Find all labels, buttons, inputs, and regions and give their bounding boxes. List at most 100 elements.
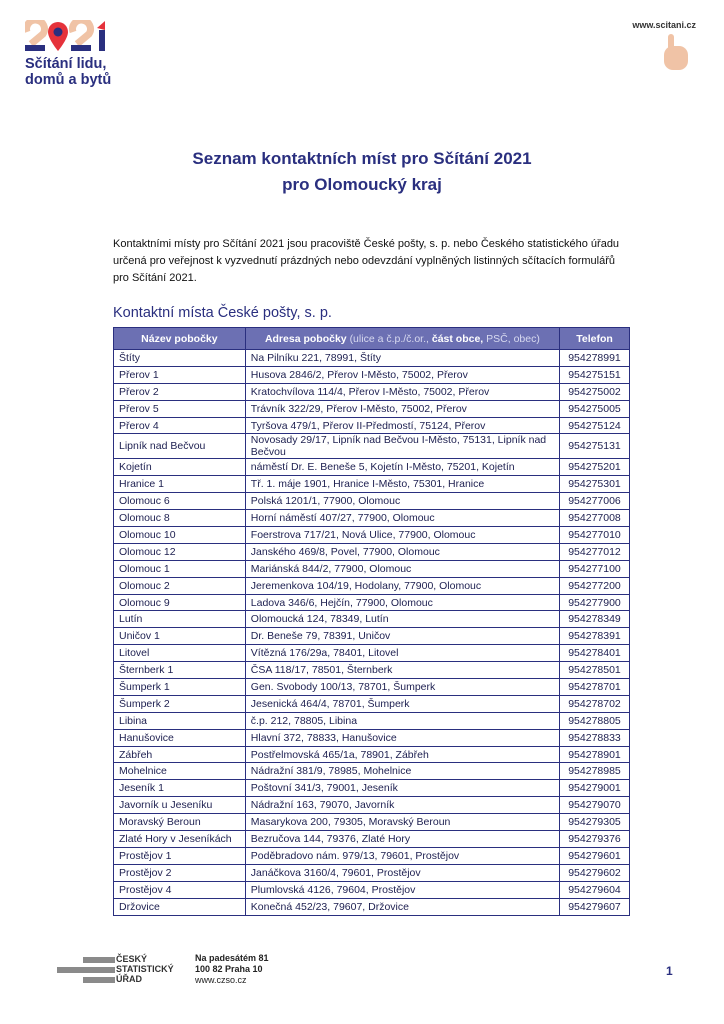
census-logo: 2021 Sčítání lidu, domů a bytů: [25, 20, 115, 88]
phone-cell: 954278833: [559, 728, 630, 747]
table-row: Přerov 1 Husova 2846/2, Přerov I-Město, 7…: [113, 365, 630, 384]
address-cell: Ladova 346/6, Hejčín, 77900, Olomouc: [244, 593, 561, 612]
phone-cell: 954278701: [559, 678, 630, 696]
address-cell: Mariánská 844/2, 77900, Olomouc: [244, 559, 561, 578]
table-row: Prostějov 4 Plumlovská 4126, 79604, Prost…: [113, 880, 630, 899]
table-row: Litovel Vítězná 176/29a, 78401, Litovel 95…: [113, 644, 630, 663]
section-title: Kontaktní místa České pošty, s. p.: [113, 305, 332, 321]
phone-cell: 954278702: [559, 694, 630, 713]
branch-name-cell: Olomouc 10: [113, 526, 246, 544]
phone-cell: 954277010: [559, 526, 630, 544]
table-row: Olomouc 10 Foerstrova 717/21, Nová Ulice,…: [113, 526, 630, 544]
address-cell: Poštovní 341/3, 79001, Jeseník: [244, 779, 561, 798]
branch-name-cell: Olomouc 12: [113, 542, 246, 561]
branch-name-cell: Šternberk 1: [113, 661, 246, 680]
phone-cell: 954277900: [559, 593, 630, 612]
table-row: Šumperk 2 Jesenická 464/4, 78701, Šumperk…: [113, 694, 630, 713]
table-row: Prostějov 1 Poděbradovo nám. 979/13, 7960…: [113, 846, 630, 865]
logo-line-2: domů a bytů: [25, 72, 112, 88]
branch-name-cell: Přerov 2: [113, 382, 246, 401]
phone-cell: 954278401: [559, 644, 630, 663]
table-row: Přerov 5 Trávník 322/29, Přerov I-Město, …: [113, 399, 630, 418]
phone-cell: 954275124: [559, 416, 630, 435]
address-cell: Foerstrova 717/21, Nová Ulice, 77900, Ol…: [244, 526, 561, 544]
table-row: Mohelnice Nádražní 381/9, 78985, Mohelnic…: [113, 762, 630, 781]
branch-name-cell: Libina: [113, 711, 246, 730]
header-phone: Telefon: [559, 327, 630, 350]
address-cell: Horní náměstí 407/27, 77900, Olomouc: [244, 509, 561, 528]
table-row: Zlaté Hory v Jeseníkách Bezručova 144, 79…: [113, 830, 630, 848]
address-cell: Tyršova 479/1, Přerov II-Předmostí, 7512…: [244, 416, 561, 435]
address-cell: Plumlovská 4126, 79604, Prostějov: [244, 880, 561, 899]
address-cell: Postřelmovská 465/1a, 78901, Zábřeh: [244, 745, 561, 764]
logo-line-1: Sčítání lidu,: [25, 56, 107, 72]
address-cell: Trávník 322/29, Přerov I-Město, 75002, P…: [244, 399, 561, 418]
branch-name-cell: Hranice 1: [113, 475, 246, 494]
table-row: Štíty Na Pilníku 221, 78991, Štíty 9542789…: [113, 349, 630, 367]
branch-name-cell: Přerov 1: [113, 365, 246, 384]
address-cell: Konečná 452/23, 79607, Držovice: [244, 897, 561, 916]
branch-name-cell: Kojetín: [113, 458, 246, 477]
header-address-sub1: (ulice a č.p./č.or.,: [349, 332, 429, 345]
phone-cell: 954279376: [559, 830, 630, 848]
phone-cell: 954275005: [559, 399, 630, 418]
table-row: Držovice Konečná 452/23, 79607, Držovice 9…: [113, 897, 630, 916]
branch-name-cell: Moravský Beroun: [113, 813, 246, 832]
phone-cell: 954279001: [559, 779, 630, 798]
address-cell: Bezručova 144, 79376, Zlaté Hory: [244, 830, 561, 848]
logo-year-graphic: [25, 20, 115, 52]
phone-cell: 954278391: [559, 627, 630, 646]
logo-bar: [83, 977, 115, 983]
branch-name-cell: Olomouc 6: [113, 492, 246, 511]
address-cell: č.p. 212, 78805, Libina: [244, 711, 561, 730]
table-row: Olomouc 8 Horní náměstí 407/27, 77900, Ol…: [113, 509, 630, 528]
phone-cell: 954278501: [559, 661, 630, 680]
logo-bar: [83, 957, 115, 963]
phone-cell: 954275131: [559, 433, 630, 460]
branch-name-cell: Olomouc 8: [113, 509, 246, 528]
org-line-3: ÚŘAD: [116, 974, 142, 984]
page-title: Seznam kontaktních míst pro Sčítání 2021…: [0, 146, 724, 198]
branch-name-cell: Prostějov 2: [113, 863, 246, 882]
intro-paragraph: Kontaktními místy pro Sčítání 2021 jsou …: [113, 238, 620, 284]
table-header-row: Název pobočky Adresa pobočky (ulice a č.…: [113, 327, 630, 350]
branch-name-cell: Šumperk 1: [113, 678, 246, 696]
phone-cell: 954279602: [559, 863, 630, 882]
phone-cell: 954278985: [559, 762, 630, 781]
logo-caption: Sčítání lidu, domů a bytů: [25, 56, 115, 88]
branch-name-cell: Přerov 4: [113, 416, 246, 435]
header-address: Adresa pobočky (ulice a č.p./č.or., část…: [244, 327, 561, 350]
address-cell: Jeremenkova 104/19, Hodolany, 77900, Olo…: [244, 576, 561, 595]
address-cell: Jesenická 464/4, 78701, Šumperk: [244, 694, 561, 713]
address-cell: Tř. 1. máje 1901, Hranice I-Město, 75301…: [244, 475, 561, 494]
header-address-sub3: PSČ, obec): [486, 332, 540, 345]
contact-points-table: Název pobočky Adresa pobočky (ulice a č.…: [113, 327, 630, 916]
address-line-1: Na padesátém 81: [195, 953, 269, 963]
phone-cell: 954275201: [559, 458, 630, 477]
table-row: Přerov 2 Kratochvílova 114/4, Přerov I-Mě…: [113, 382, 630, 401]
phone-cell: 954277006: [559, 492, 630, 511]
address-cell: Polská 1201/1, 77900, Olomouc: [244, 492, 561, 511]
table-row: Olomouc 1 Mariánská 844/2, 77900, Olomouc…: [113, 559, 630, 578]
branch-name-cell: Olomouc 1: [113, 559, 246, 578]
phone-cell: 954279305: [559, 813, 630, 832]
pointing-hand-icon: [660, 34, 690, 77]
branch-name-cell: Prostějov 4: [113, 880, 246, 899]
table-row: Jeseník 1 Poštovní 341/3, 79001, Jeseník 9…: [113, 779, 630, 798]
address-cell: Hlavní 372, 78833, Hanušovice: [244, 728, 561, 747]
footer-address: Na padesátém 81 100 82 Praha 10 www.czso…: [195, 953, 269, 986]
table-row: Olomouc 9 Ladova 346/6, Hejčín, 77900, Ol…: [113, 593, 630, 612]
branch-name-cell: Šumperk 2: [113, 694, 246, 713]
phone-cell: 954277100: [559, 559, 630, 578]
address-cell: Vítězná 176/29a, 78401, Litovel: [244, 644, 561, 663]
table-row: Olomouc 12 Janského 469/8, Povel, 77900, …: [113, 542, 630, 561]
footer-website-link[interactable]: www.czso.cz: [195, 975, 247, 985]
address-cell: Janáčkova 3160/4, 79601, Prostějov: [244, 863, 561, 882]
table-row: Hranice 1 Tř. 1. máje 1901, Hranice I-Měs…: [113, 475, 630, 494]
phone-cell: 954275002: [559, 382, 630, 401]
branch-name-cell: Přerov 5: [113, 399, 246, 418]
table-row: Šternberk 1 ČSA 118/17, 78501, Šternberk 9…: [113, 661, 630, 680]
website-link[interactable]: www.scitani.cz: [632, 20, 696, 30]
branch-name-cell: Olomouc 2: [113, 576, 246, 595]
address-cell: Masarykova 200, 79305, Moravský Beroun: [244, 813, 561, 832]
